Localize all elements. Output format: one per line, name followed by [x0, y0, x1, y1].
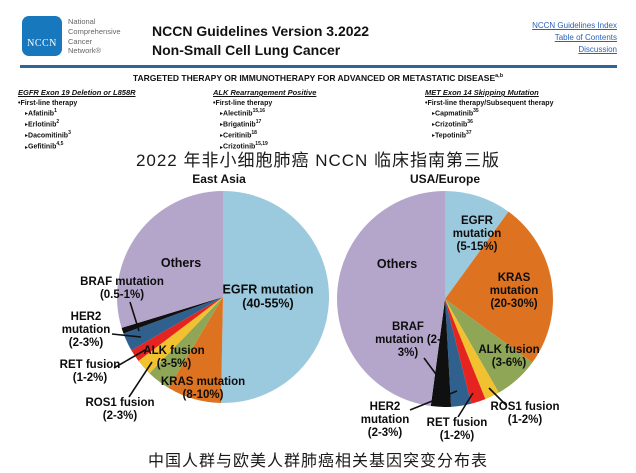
pie-slice-others	[337, 191, 445, 407]
slice-label-braf-right: BRAF mutation (2-3%)	[375, 321, 441, 360]
drug-item: Erlotinib2	[25, 119, 208, 130]
pie-slice-egfr-mutation	[221, 191, 329, 403]
drug-item: Ceritinib18	[220, 130, 408, 141]
pie-slice-ret-fusion	[131, 297, 223, 361]
drug-item: Dacomitinib3	[25, 130, 208, 141]
banner-footnote-sup: a,b	[495, 73, 504, 80]
slice-label-egfr-left: EGFR mutation (40-55%)	[222, 282, 314, 311]
org-line: Comprehensive	[68, 26, 121, 36]
pie-slice-ros1-fusion	[138, 297, 223, 374]
therapy-subheader: First-line therapy	[213, 99, 408, 108]
slice-label-ret-left: RET fusion (1-2%)	[59, 358, 121, 384]
drug-item: Afatinib1	[25, 108, 208, 119]
chinese-title: 2022 年非小细胞肺癌 NCCN 临床指南第三版	[135, 151, 501, 170]
slice-label-ros1-right: ROS1 fusion (1-2%)	[490, 400, 560, 426]
slice-label-alk-left: ALK fusion (3-5%)	[143, 344, 205, 370]
pie-slice-others	[117, 191, 223, 328]
nccn-logo-text: NCCN	[27, 38, 57, 49]
section-banner: TARGETED THERAPY OR IMMUNOTHERAPY FOR AD…	[0, 73, 636, 83]
slice-label-her2-right: HER2 mutation (2-3%)	[360, 401, 410, 440]
therapy-column-header: ALK Rearrangement Positive	[213, 88, 317, 97]
banner-text: TARGETED THERAPY OR IMMUNOTHERAPY FOR AD…	[132, 73, 496, 83]
therapy-subheader: First-line therapy	[18, 99, 208, 108]
slice-label-her2-left: HER2 mutation (2-3%)	[61, 311, 111, 350]
slice-label-ret-right: RET fusion (1-2%)	[426, 416, 488, 442]
guidelines-cancer-title: Non-Small Cell Lung Cancer	[152, 41, 341, 58]
link-table-of-contents[interactable]: Table of Contents	[554, 33, 617, 42]
link-nccn-guidelines-index[interactable]: NCCN Guidelines Index	[532, 21, 617, 30]
header-links: NCCN Guidelines Index Table of Contents …	[532, 20, 617, 56]
pie-slice-alk-fusion	[445, 299, 533, 393]
pie-slice-her2-mutation	[445, 299, 472, 407]
slice-label-kras-right: KRAS mutation (20-30%)	[489, 272, 539, 311]
pie-slice-egfr-mutation	[445, 191, 509, 299]
therapy-column-header: MET Exon 14 Skipping Mutation	[425, 88, 539, 97]
slice-label-kras-left: KRAS mutation (8-10%)	[160, 375, 246, 401]
org-line: Cancer	[68, 36, 93, 46]
drug-item: Alectinib15,16	[220, 108, 408, 119]
chart-title-east-asia: East Asia	[192, 172, 246, 186]
org-line: National	[68, 17, 96, 26]
pie-slice-braf-mutation	[121, 297, 223, 334]
chinese-footer-caption: 中国人群与欧美人群肺癌相关基因突变分布表	[147, 453, 488, 470]
pie-slice-kras-mutation	[445, 211, 553, 363]
slice-label-alk-right: ALK fusion (3-6%)	[478, 343, 540, 369]
therapy-column-met: MET Exon 14 Skipping Mutation First-line…	[425, 88, 625, 141]
drug-item: Crizotinib36	[432, 119, 625, 130]
therapy-column-header: EGFR Exon 19 Deletion or L858R	[18, 88, 136, 97]
slice-label-ros1-left: ROS1 fusion (2-3%)	[85, 396, 155, 422]
slice-label-braf-left: BRAF mutation (0.5-1%)	[80, 275, 164, 301]
pie-slice-ros1-fusion	[445, 299, 499, 400]
drug-item: Capmatinib35	[432, 108, 625, 119]
chart-title-usa-europe: USA/Europe	[409, 172, 481, 186]
org-name: National Comprehensive Cancer Network®	[68, 17, 121, 56]
pie-chart-usa-europe	[337, 191, 553, 407]
drug-item: Gefitinib4,5	[25, 141, 208, 152]
therapy-subheader: First-line therapy/Subsequent therapy	[425, 99, 625, 108]
therapy-column-egfr: EGFR Exon 19 Deletion or L858R First-lin…	[18, 88, 208, 152]
pie-slice-ret-fusion	[445, 299, 486, 404]
header-divider	[20, 65, 617, 68]
slice-label-others-right: Others	[376, 256, 418, 271]
drug-item: Crizotinib15,19	[220, 141, 408, 152]
page-title: NCCN Guidelines Version 3.2022 Non-Small…	[152, 22, 369, 60]
drug-item: Tepotinib37	[432, 130, 625, 141]
slice-label-others-left: Others	[160, 255, 202, 270]
link-discussion[interactable]: Discussion	[578, 45, 617, 54]
pie-chart-east-asia	[117, 191, 329, 403]
drug-item: Brigatinib17	[220, 119, 408, 130]
nccn-logo: NCCN	[22, 16, 62, 56]
guidelines-version-title: NCCN Guidelines Version 3.2022	[152, 23, 370, 39]
org-line: Network®	[68, 46, 102, 56]
therapy-column-alk: ALK Rearrangement Positive First-line th…	[213, 88, 408, 152]
slice-label-egfr-right: EGFR mutation (5-15%)	[452, 215, 502, 254]
pie-slice-her2-mutation	[123, 297, 223, 351]
pie-slice-alk-fusion	[149, 297, 223, 388]
pie-slice-kras-mutation	[168, 297, 223, 403]
